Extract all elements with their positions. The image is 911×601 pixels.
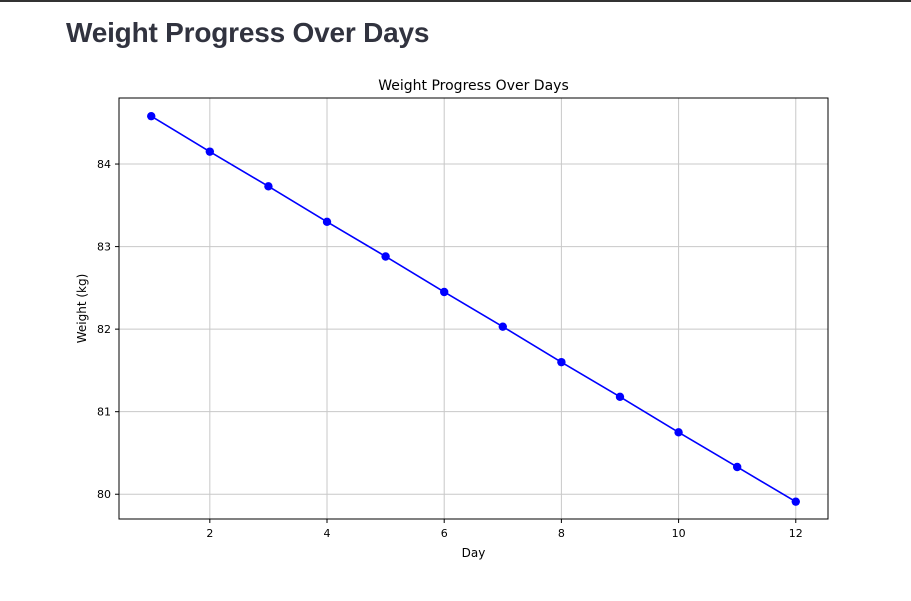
chart-title: Weight Progress Over Days [378, 78, 568, 94]
x-tick-label: 4 [324, 527, 331, 540]
data-point [440, 287, 449, 297]
y-tick-label: 81 [97, 406, 111, 419]
data-point [147, 111, 156, 121]
y-tick-label: 82 [97, 323, 111, 336]
x-tick-label: 2 [206, 527, 213, 540]
y-tick-label: 83 [97, 241, 111, 254]
x-tick-label: 10 [672, 527, 686, 540]
data-point [381, 252, 390, 261]
page-title: Weight Progress Over Days [66, 17, 430, 48]
data-point [498, 322, 507, 331]
x-tick-label: 6 [441, 527, 448, 540]
data-point [732, 462, 742, 472]
data-point [615, 392, 625, 402]
y-tick-label: 84 [97, 158, 111, 171]
top-divider [0, 0, 911, 2]
y-axis-label: Weight (kg) [75, 274, 89, 344]
data-point [322, 217, 332, 227]
series-line [150, 115, 797, 503]
data-point [674, 428, 683, 437]
data-point [557, 357, 566, 367]
data-point [791, 497, 800, 506]
grid-lines [119, 98, 828, 519]
data-point [205, 147, 215, 156]
data-point [264, 182, 273, 191]
y-tick-label: 80 [97, 488, 111, 501]
x-tick-label: 8 [558, 527, 565, 540]
series-layer [147, 111, 800, 506]
x-tick-label: 12 [789, 527, 803, 540]
tick-layer: 2 4 6 8 10 12 80 81 82 83 84 [97, 158, 803, 540]
plot-frame [118, 97, 829, 520]
x-axis-label: Day [462, 546, 486, 560]
